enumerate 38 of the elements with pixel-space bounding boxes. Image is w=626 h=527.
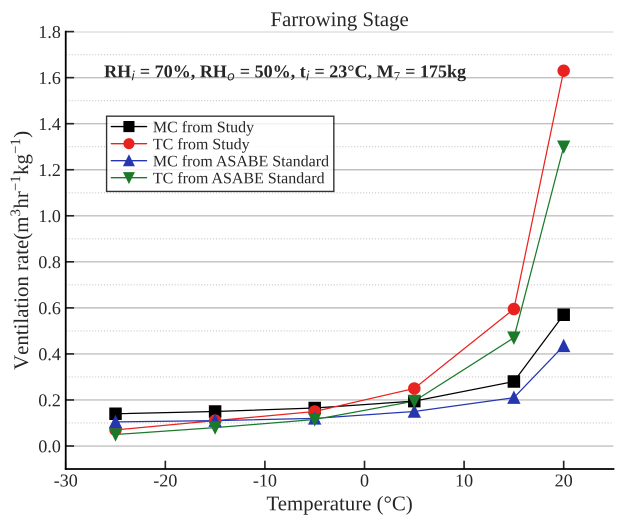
point [557, 140, 570, 153]
y-tick-label: 1.8 [40, 26, 60, 38]
point [408, 382, 421, 395]
legend-label: TC from ASABE Standard [153, 172, 324, 184]
point [109, 408, 122, 420]
point [109, 416, 122, 428]
point [208, 421, 222, 434]
x-tick-label: -30 [54, 474, 78, 487]
x-tick-label: 10 [456, 474, 472, 487]
x-tick-label: 0 [360, 474, 368, 487]
point [408, 405, 421, 418]
y-tick-label: 1.2 [40, 164, 60, 176]
x-axis-title: Temperature (°C) [266, 496, 412, 515]
y-tick-label: 0.8 [38, 256, 60, 268]
y-tick-label: 1.0 [40, 210, 60, 222]
legend-label: TC from Study [153, 138, 250, 153]
point [557, 340, 570, 352]
text: RH$_{i}$ = 70%, RH$_{o}$ = 50%, t$_{i}$ = 23°C, M$_{7}$ = 175kg [104, 64, 466, 82]
y-tick-label: 0.6 [38, 302, 60, 314]
point [508, 375, 520, 388]
y-tick-label: 0.2 [38, 394, 60, 406]
legend-label: MC from Study [153, 120, 254, 136]
point [508, 302, 520, 316]
y-tick-label: 1.4 [40, 118, 61, 130]
chart-title: Farrowing Stage [271, 12, 408, 31]
y-axis-title: Ventilation rate(m$^{3}$hr$^{−1}$kg$^{−1}$) [10, 132, 33, 370]
y-tick-label: 1.6 [40, 72, 60, 84]
point [508, 391, 520, 404]
point [557, 308, 570, 322]
point [109, 428, 122, 441]
x-tick-label: -20 [154, 474, 177, 487]
point [508, 332, 520, 344]
legend-label: MC from ASABE Standard [153, 155, 329, 166]
x-tick-label: -10 [254, 474, 276, 487]
y-tick-label: 0.0 [38, 440, 60, 453]
x-tick-label: 20 [555, 474, 572, 487]
y-tick-label: 0.4 [38, 348, 61, 360]
point [557, 64, 570, 78]
